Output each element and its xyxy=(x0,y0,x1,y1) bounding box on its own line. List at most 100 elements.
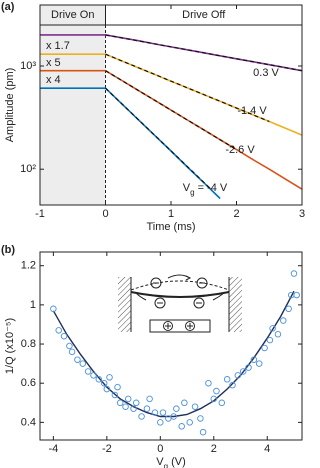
data-point xyxy=(114,383,121,391)
data-point xyxy=(266,336,274,344)
data-point xyxy=(103,385,111,393)
scale-label: x 4 xyxy=(46,74,61,86)
data-point xyxy=(290,270,298,277)
x-axis-label-main: V xyxy=(156,456,164,468)
data-point xyxy=(132,399,140,407)
data-point xyxy=(111,391,119,399)
drive-on-label: Drive On xyxy=(51,9,94,21)
data-point xyxy=(280,317,287,324)
data-point xyxy=(205,379,212,387)
electron xyxy=(154,297,166,309)
data-point xyxy=(285,305,292,313)
data-point xyxy=(170,413,177,420)
series-line xyxy=(40,87,221,200)
y-axis-label: Amplitude (pm) xyxy=(4,68,16,143)
series-annotation-main: V xyxy=(183,182,191,194)
clamp-left xyxy=(118,277,131,332)
y-tick-label: 0.6 xyxy=(21,377,36,389)
data-point xyxy=(213,387,220,395)
data-point xyxy=(186,419,193,426)
data-point xyxy=(66,342,73,350)
data-point xyxy=(90,372,97,379)
y-tick-label: 10² xyxy=(20,163,36,175)
x-tick-label: 1 xyxy=(168,208,174,220)
data-point xyxy=(151,409,159,416)
x-axis-label: Vg (V) xyxy=(156,456,186,468)
x-tick-label: 2 xyxy=(233,208,239,220)
data-point xyxy=(124,395,132,403)
data-point xyxy=(84,368,92,375)
fit-line xyxy=(105,34,303,72)
series-annotation-rest: = -4 V xyxy=(195,182,228,194)
data-point xyxy=(55,327,62,334)
panel-label: (a) xyxy=(1,1,15,13)
electron xyxy=(150,277,162,289)
drive-on-region xyxy=(40,5,106,205)
clamp-right xyxy=(229,277,242,332)
data-point xyxy=(293,291,300,299)
data-point xyxy=(146,395,153,403)
scale-label: x 5 xyxy=(46,57,61,69)
series-annotation: -1.4 V xyxy=(237,105,267,117)
y-tick-label: 10³ xyxy=(20,60,36,72)
x-axis-label-sub: g xyxy=(164,462,168,468)
data-point xyxy=(250,356,258,363)
data-point xyxy=(122,403,129,410)
series-annotation: 0.3 V xyxy=(253,67,279,79)
data-point xyxy=(116,399,124,407)
y-tick-label: 1.2 xyxy=(21,260,36,272)
data-point xyxy=(181,399,188,407)
data-point xyxy=(143,405,151,412)
x-tick-label: -4 xyxy=(48,443,58,455)
x-tick-label: 4 xyxy=(264,443,270,455)
series-annotation: Vg = -4 V xyxy=(183,182,228,197)
data-point xyxy=(223,376,231,383)
data-point xyxy=(197,415,204,422)
data-point xyxy=(245,364,252,371)
data-point xyxy=(130,405,137,412)
x-axis-label-rest: (V) xyxy=(168,456,186,468)
positive-charge xyxy=(163,321,173,331)
y-tick-label: 0.8 xyxy=(21,338,36,350)
panel-label: (b) xyxy=(1,244,15,256)
x-tick-label: -1 xyxy=(35,208,45,220)
series-annotation-sub: g xyxy=(190,188,194,197)
x-tick-label: 0 xyxy=(157,443,163,455)
data-point xyxy=(159,409,167,416)
plot-frame xyxy=(39,4,303,206)
data-point xyxy=(106,374,113,381)
data-point xyxy=(68,348,76,356)
data-point xyxy=(234,372,242,379)
plot-frame xyxy=(39,251,303,441)
data-point xyxy=(50,305,57,313)
data-point xyxy=(199,428,207,436)
arrow-head xyxy=(185,275,192,281)
electron xyxy=(196,277,208,289)
electron xyxy=(193,297,205,309)
data-point xyxy=(157,419,164,426)
beam-deflected xyxy=(130,280,230,291)
data-point xyxy=(274,331,282,338)
data-point xyxy=(191,403,199,410)
data-point xyxy=(173,405,180,412)
series-annotation: -2.6 V xyxy=(225,144,255,156)
x-axis-label: Time (ms) xyxy=(146,221,195,233)
data-point xyxy=(255,360,263,367)
data-point xyxy=(95,376,103,383)
figure: Drive On Drive Off -1 0 1 2 3 10² 10³ 0.3 V -1.4 V… xyxy=(1,1,305,468)
data-point xyxy=(60,332,68,340)
y-axis-label: 1/Q (x10⁻⁵) xyxy=(4,318,16,374)
fit-line xyxy=(105,70,237,151)
data-point xyxy=(239,368,247,375)
arrow xyxy=(212,292,225,301)
drive-off-label: Drive Off xyxy=(182,9,226,21)
arrow xyxy=(135,292,147,301)
y-tick-label: 0.4 xyxy=(21,416,36,428)
resonator-diagram xyxy=(118,274,242,333)
data-point xyxy=(178,423,185,430)
scale-label: x 1.7 xyxy=(46,40,70,52)
data-point xyxy=(74,356,81,363)
data-point xyxy=(79,360,87,367)
data-point xyxy=(138,413,145,420)
fit-curve xyxy=(52,290,295,418)
